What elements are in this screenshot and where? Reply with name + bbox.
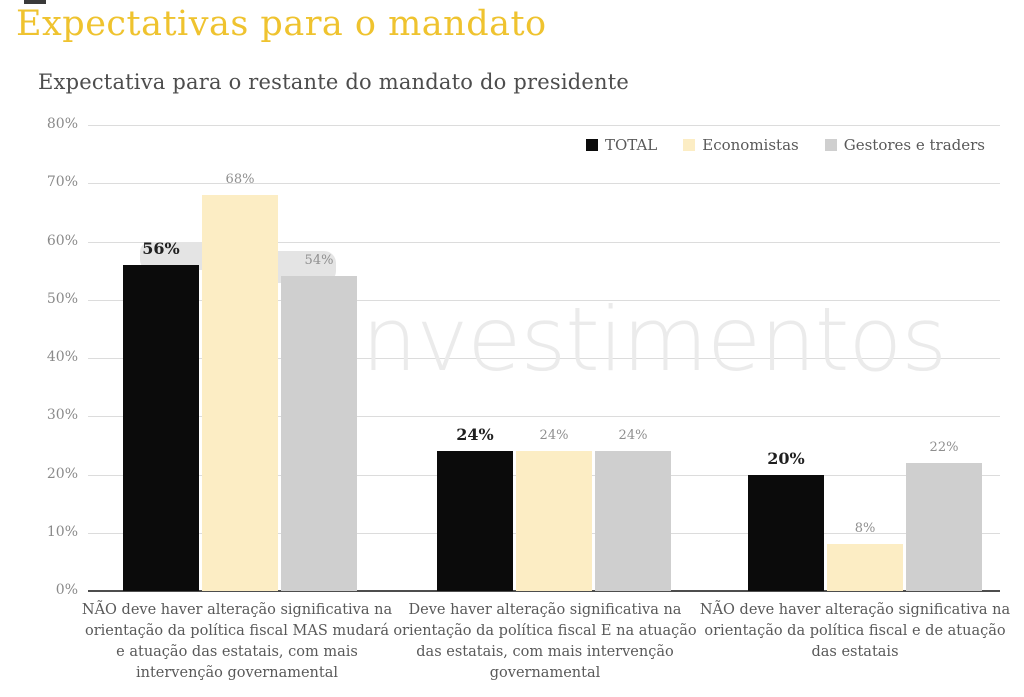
value-label: 68% bbox=[225, 171, 255, 187]
gridline bbox=[88, 358, 1000, 359]
y-tick-label: 60% bbox=[46, 232, 78, 249]
legend-label: Economistas bbox=[702, 136, 799, 154]
gridline bbox=[88, 416, 1000, 418]
category-label: Deve haver alteração significativa na or… bbox=[393, 602, 697, 681]
legend-label: TOTAL bbox=[604, 136, 658, 154]
legend-item: TOTAL bbox=[585, 136, 658, 154]
gridline bbox=[88, 125, 1000, 126]
value-label: 24% bbox=[618, 428, 648, 444]
y-tick-label: 80% bbox=[46, 116, 78, 132]
y-tick-label: 10% bbox=[46, 523, 78, 540]
value-label: 22% bbox=[929, 439, 959, 455]
bar-total bbox=[437, 451, 513, 591]
value-label: 24% bbox=[456, 425, 494, 445]
value-label: 20% bbox=[767, 448, 805, 468]
y-tick-label: 50% bbox=[46, 290, 78, 307]
y-tick-label: 30% bbox=[46, 407, 78, 424]
cropped-logo-mark bbox=[24, 0, 46, 4]
legend-item: Economistas bbox=[683, 136, 799, 154]
value-label: 54% bbox=[304, 253, 334, 269]
legend-swatch-icon bbox=[824, 139, 837, 151]
bar-gestores-e-traders bbox=[281, 276, 357, 591]
bar-total bbox=[748, 474, 824, 591]
bar-economistas bbox=[516, 451, 592, 591]
legend-item: Gestores e traders bbox=[824, 136, 985, 154]
bar-gestores-e-traders bbox=[906, 462, 982, 591]
gridline bbox=[88, 241, 1000, 243]
gridline bbox=[88, 299, 1000, 301]
bar-gestores-e-traders bbox=[595, 451, 671, 591]
legend-swatch-icon bbox=[683, 139, 696, 151]
legend: TOTAL Economistas Gestores e traders bbox=[585, 136, 985, 154]
bar-economistas bbox=[827, 544, 903, 591]
value-label: 56% bbox=[142, 238, 180, 258]
category-label: NÃO deve haver alteração significativa n… bbox=[699, 602, 1011, 660]
bar-total bbox=[123, 264, 199, 591]
category-label: NÃO deve haver alteração significativa n… bbox=[81, 602, 393, 681]
bar-economistas bbox=[202, 194, 278, 591]
y-tick-label: 0% bbox=[55, 582, 78, 598]
legend-label: Gestores e traders bbox=[843, 136, 985, 154]
y-tick-label: 20% bbox=[46, 465, 78, 482]
value-label: 24% bbox=[539, 428, 569, 444]
page-title: Expectativas para o mandato bbox=[16, 4, 547, 44]
y-tick-label: 70% bbox=[46, 174, 78, 191]
gridline bbox=[88, 183, 1000, 185]
legend-swatch-icon bbox=[585, 139, 598, 151]
x-axis-line bbox=[88, 590, 1000, 592]
y-tick-label: 40% bbox=[46, 349, 78, 365]
watermark: investimentos bbox=[338, 288, 947, 391]
chart-title: Expectativa para o restante do mandato d… bbox=[38, 70, 630, 94]
value-label: 8% bbox=[854, 521, 876, 537]
